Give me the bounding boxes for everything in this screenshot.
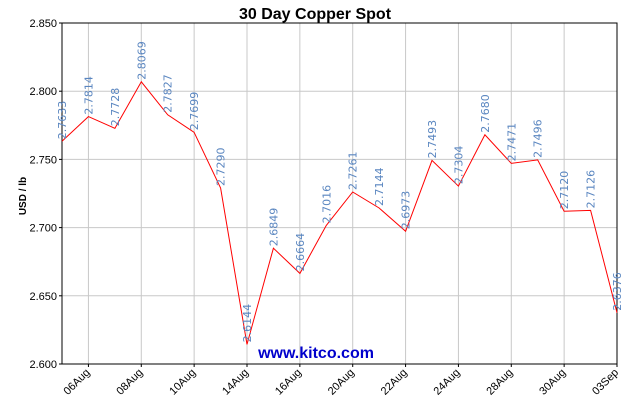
y-tick-label: 2.700	[29, 223, 57, 235]
x-tick-label: 10Aug	[167, 367, 198, 398]
kitco-watermark: www.kitco.com	[257, 345, 374, 362]
x-axis-ticks: 06Aug 08Aug 10Aug 14Aug 16Aug 20Aug 22Aug 24Aug…	[62, 364, 621, 398]
x-tick-label: 20Aug	[326, 367, 357, 398]
data-label: 2.7290	[215, 148, 228, 187]
x-tick-label: 08Aug	[114, 367, 145, 398]
data-label: 2.6376	[611, 272, 624, 311]
y-tick-label: 2.850	[29, 18, 57, 30]
data-label: 2.7827	[162, 74, 175, 113]
data-label: 2.7814	[82, 76, 95, 115]
y-tick-label: 2.650	[29, 291, 57, 303]
data-label: 2.7144	[373, 168, 386, 207]
plot-area	[61, 22, 618, 365]
data-label: 2.8069	[135, 41, 148, 80]
data-label: 2.7493	[426, 120, 439, 159]
data-label: 2.7728	[109, 88, 122, 127]
data-label: 2.6144	[241, 304, 254, 343]
data-label: 2.7126	[585, 170, 598, 209]
x-tick-label: 28Aug	[484, 367, 515, 398]
data-label: 2.6849	[267, 208, 280, 247]
data-label: 2.7699	[188, 92, 201, 131]
x-tick-label: 06Aug	[62, 367, 93, 398]
price-line	[61, 80, 618, 345]
data-label: 2.7016	[320, 185, 333, 224]
chart-title: 30 Day Copper Spot	[239, 6, 392, 23]
data-label: 2.6973	[400, 191, 413, 230]
data-label: 2.7261	[347, 152, 360, 191]
y-tick-label: 2.750	[29, 154, 57, 166]
y-axis-label: USD / lb	[18, 177, 29, 215]
y-tick-label: 2.600	[29, 359, 57, 371]
data-label: 2.7120	[558, 171, 571, 210]
x-tick-label: 14Aug	[220, 367, 251, 398]
x-tick-label: 22Aug	[379, 367, 410, 398]
data-label: 2.7496	[532, 119, 545, 158]
x-tick-label: 24Aug	[432, 367, 463, 398]
data-label: 2.6664	[294, 233, 307, 272]
y-axis-ticks: 2.600 2.650 2.700 2.750 2.800 2.850	[29, 18, 62, 371]
x-tick-label: 03Sep	[590, 367, 621, 398]
data-label: 2.7680	[479, 94, 492, 133]
data-label: 2.7471	[505, 123, 518, 162]
y-tick-label: 2.800	[29, 86, 57, 98]
data-label: 2.7633	[56, 101, 69, 140]
x-tick-label: 30Aug	[537, 367, 568, 398]
x-tick-label: 16Aug	[273, 367, 304, 398]
data-label: 2.7304	[452, 146, 465, 185]
grid-lines	[62, 23, 618, 364]
data-labels: 2.7633 2.7814 2.7728 2.8069 2.7827 2.7699 2.72…	[56, 41, 624, 342]
